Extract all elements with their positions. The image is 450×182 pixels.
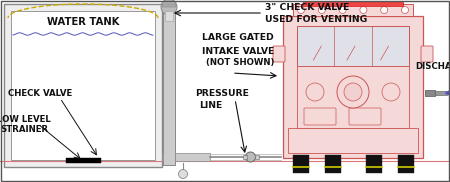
Bar <box>425 90 435 96</box>
Bar <box>293 155 309 173</box>
Bar <box>162 153 163 161</box>
Bar <box>243 155 247 159</box>
FancyBboxPatch shape <box>349 108 381 125</box>
Bar <box>11 11 155 160</box>
Text: 3" CHECK VALVE: 3" CHECK VALVE <box>265 3 349 13</box>
Bar <box>288 128 418 153</box>
FancyBboxPatch shape <box>273 46 285 62</box>
Circle shape <box>381 7 388 13</box>
Bar <box>398 155 414 173</box>
Text: CHECK VALVE: CHECK VALVE <box>8 90 72 98</box>
Circle shape <box>306 83 324 101</box>
Text: DISCHARGE: DISCHARGE <box>415 62 450 71</box>
FancyBboxPatch shape <box>421 46 433 62</box>
FancyBboxPatch shape <box>304 108 336 125</box>
Text: USED FOR VENTING: USED FOR VENTING <box>265 15 367 23</box>
Bar <box>255 155 258 159</box>
Circle shape <box>318 7 325 13</box>
Text: LINE: LINE <box>199 100 222 110</box>
Bar <box>297 26 409 66</box>
Circle shape <box>344 83 362 101</box>
Bar <box>366 155 382 173</box>
Bar <box>293 4 413 16</box>
Bar <box>165 11 173 21</box>
Bar <box>175 153 210 161</box>
Circle shape <box>246 152 256 162</box>
Text: WATER TANK: WATER TANK <box>47 17 119 27</box>
Circle shape <box>179 169 188 179</box>
Text: INTAKE VALVE: INTAKE VALVE <box>202 46 274 56</box>
Bar <box>283 16 423 158</box>
Circle shape <box>337 76 369 108</box>
Circle shape <box>161 0 177 15</box>
Text: PRESSURE: PRESSURE <box>195 88 249 98</box>
Text: STRAINER: STRAINER <box>0 126 48 134</box>
Bar <box>4 4 162 167</box>
Circle shape <box>382 83 400 101</box>
Text: LOW LEVEL: LOW LEVEL <box>0 114 51 124</box>
Bar <box>163 9 175 165</box>
Text: (NOT SHOWN): (NOT SHOWN) <box>206 58 274 68</box>
Bar <box>162 4 176 7</box>
Text: LARGE GATED: LARGE GATED <box>202 33 274 43</box>
Circle shape <box>297 7 305 13</box>
Bar <box>435 91 447 95</box>
Bar <box>297 66 409 128</box>
Bar <box>325 155 341 173</box>
Bar <box>66 158 100 163</box>
Circle shape <box>339 7 346 13</box>
Bar <box>303 1 403 6</box>
Circle shape <box>401 7 409 13</box>
Circle shape <box>360 7 367 13</box>
